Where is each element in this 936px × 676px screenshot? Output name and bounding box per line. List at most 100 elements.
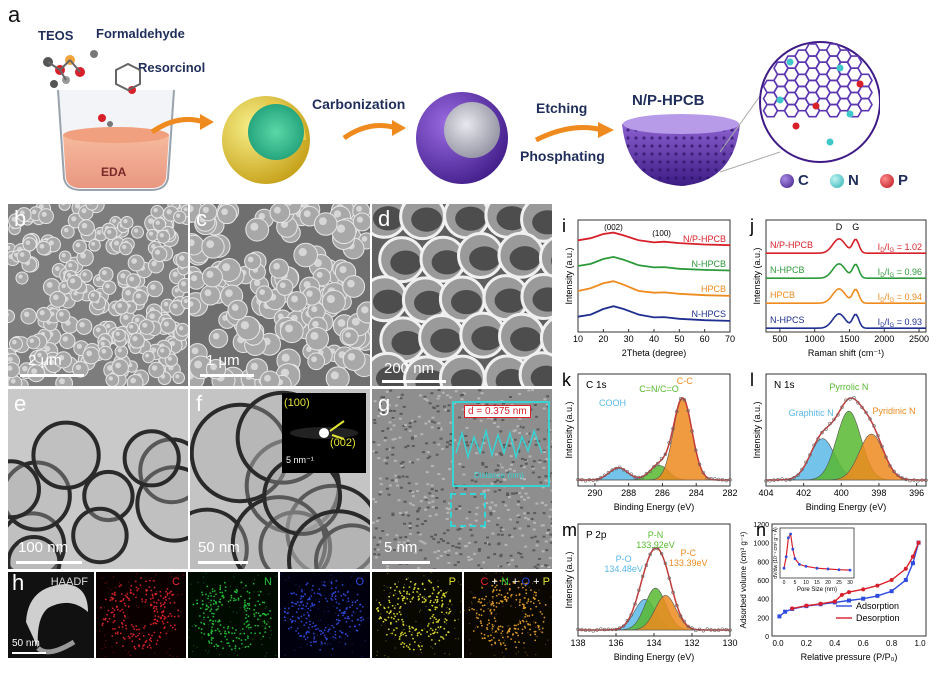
graphene-lattice-icon (720, 41, 880, 173)
particle-highlight (100, 341, 105, 346)
element-dot (116, 631, 119, 634)
particle-highlight (101, 270, 107, 276)
particle-highlight (259, 289, 266, 295)
element-dot (493, 617, 496, 620)
element-dot (313, 592, 316, 595)
bowl-cavity (471, 326, 503, 351)
element-dot (134, 647, 137, 650)
lattice-fringe (540, 565, 544, 568)
raw-data-point (602, 627, 607, 632)
background-dot (124, 649, 127, 651)
element-dot (379, 603, 382, 606)
inset-point (804, 564, 808, 568)
element-dot (309, 609, 312, 612)
particle-highlight (280, 368, 290, 377)
element-dot (487, 619, 490, 622)
element-dot (210, 642, 213, 645)
particle-highlight (125, 289, 131, 296)
raw-data-point (800, 467, 804, 472)
element-dot (244, 608, 246, 610)
x-axis-label: Binding Energy (eV) (614, 502, 695, 512)
particle-highlight (154, 249, 161, 255)
particle (111, 358, 129, 377)
element-dot (506, 635, 509, 638)
element-dot (104, 617, 107, 620)
particle (59, 332, 76, 350)
lattice-fringe (531, 467, 535, 470)
bowl-cavity (411, 207, 443, 232)
lattice-fringe (520, 506, 524, 509)
background-dot (476, 609, 478, 612)
element-dot (244, 617, 247, 619)
element-dot (480, 632, 483, 635)
element-dot (429, 601, 432, 604)
element-dot (235, 629, 237, 631)
raw-data-point (625, 618, 630, 623)
lattice-fringe (524, 545, 528, 548)
lattice-fringe (506, 493, 510, 496)
background-dot (386, 586, 388, 588)
element-dot (337, 619, 340, 622)
particle (341, 328, 359, 346)
lattice-fringe (459, 394, 463, 397)
element-dot (383, 607, 386, 610)
background-dot (228, 606, 231, 608)
raw-data-point (675, 603, 679, 608)
background-dot (460, 583, 462, 585)
plot-frame (765, 219, 927, 333)
particle-highlight (250, 362, 259, 371)
element-dot (432, 586, 435, 589)
lattice-fringe (506, 471, 510, 474)
particle-highlight (58, 354, 65, 361)
element-dot (123, 614, 126, 617)
element-dot (315, 624, 318, 627)
element-dot (437, 621, 439, 623)
background-dot (336, 585, 338, 587)
background-dot (265, 605, 267, 608)
raw-data-point (648, 469, 652, 474)
element-dot (159, 590, 162, 593)
particle-highlight (167, 356, 173, 361)
background-dot (330, 633, 332, 635)
background-dot (165, 592, 167, 594)
lattice-fringe (427, 501, 431, 504)
element-dot (207, 632, 210, 635)
element-dot (216, 608, 219, 610)
element-dot (500, 643, 502, 646)
raw-data-point (713, 477, 717, 481)
particle-highlight (222, 263, 231, 272)
particle (16, 207, 32, 223)
background-dot (300, 647, 302, 649)
panel-label-c: c (196, 206, 207, 231)
element-dot (217, 644, 220, 647)
background-dot (418, 611, 421, 613)
raw-data-point (648, 552, 652, 557)
element-dot (299, 597, 302, 600)
element-dot (531, 614, 534, 616)
background-dot (327, 606, 329, 609)
element-dot (431, 604, 434, 607)
lattice-fringe (383, 459, 387, 462)
background-dot (135, 573, 137, 575)
element-dot (113, 613, 116, 616)
particle-highlight (253, 279, 261, 287)
particle-highlight (23, 311, 30, 318)
element-dot (323, 581, 326, 583)
background-dot (330, 585, 332, 587)
element-dot (287, 627, 290, 630)
element-dot (521, 632, 524, 635)
particle-highlight (112, 218, 117, 223)
lattice-fringe (521, 487, 525, 490)
background-dot (264, 607, 266, 609)
particle-highlight (190, 275, 198, 282)
element-dot (211, 588, 214, 590)
element-dot (165, 632, 168, 635)
element-dot (331, 593, 334, 596)
lattice-fringe (504, 504, 508, 507)
particle (164, 353, 179, 367)
series-label: N/P-HPCB (683, 234, 726, 244)
element-dot (210, 638, 213, 641)
particle-highlight (123, 314, 129, 320)
particle-highlight (8, 312, 9, 317)
lattice-fringe (474, 519, 478, 522)
